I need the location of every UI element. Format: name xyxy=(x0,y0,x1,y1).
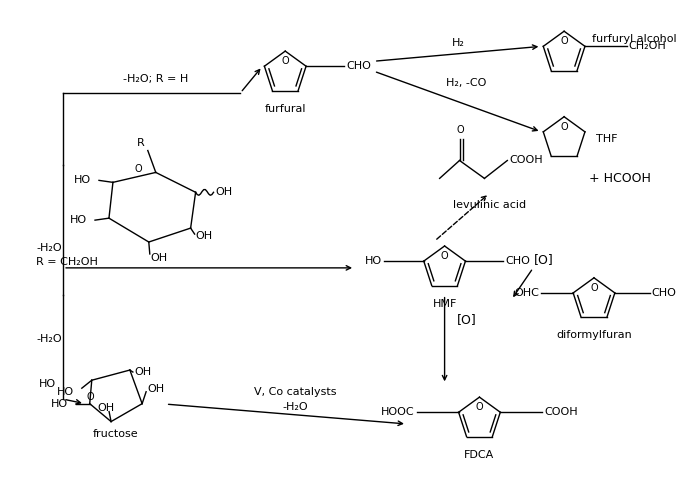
Text: -H₂O; R = H: -H₂O; R = H xyxy=(123,74,188,84)
Text: R = CH₂OH: R = CH₂OH xyxy=(37,257,98,267)
Text: HMF: HMF xyxy=(433,299,457,309)
Text: OH: OH xyxy=(215,187,233,197)
Text: O: O xyxy=(135,164,142,174)
Text: [O]: [O] xyxy=(534,253,554,267)
Text: THF: THF xyxy=(596,134,618,143)
Text: HO: HO xyxy=(74,175,91,186)
Text: H₂: H₂ xyxy=(451,38,464,48)
Text: O: O xyxy=(590,283,598,293)
Text: CHO: CHO xyxy=(505,256,530,266)
Text: FDCA: FDCA xyxy=(464,450,495,460)
Text: -H₂O: -H₂O xyxy=(282,402,308,412)
Text: OH: OH xyxy=(195,231,213,241)
Text: CH₂OH: CH₂OH xyxy=(629,41,667,52)
Text: HO: HO xyxy=(50,399,68,409)
Text: COOH: COOH xyxy=(509,156,543,165)
Text: diformylfuran: diformylfuran xyxy=(556,330,632,340)
Text: O: O xyxy=(457,125,464,135)
Text: O: O xyxy=(282,56,289,66)
Text: [O]: [O] xyxy=(457,313,476,326)
Text: OH: OH xyxy=(151,253,168,263)
Text: O: O xyxy=(475,402,483,412)
Text: HO: HO xyxy=(70,215,87,225)
Text: OH: OH xyxy=(97,403,115,412)
Text: CHO: CHO xyxy=(651,288,677,298)
Text: O: O xyxy=(87,392,95,402)
Text: V, Co catalysts: V, Co catalysts xyxy=(254,387,337,397)
Text: furfural: furfural xyxy=(264,104,306,114)
Text: OHC: OHC xyxy=(515,288,540,298)
Text: H₂, -CO: H₂, -CO xyxy=(446,78,486,88)
Text: COOH: COOH xyxy=(544,407,578,417)
Text: levulinic acid: levulinic acid xyxy=(453,200,526,210)
Text: O: O xyxy=(441,251,449,261)
Text: R: R xyxy=(137,137,145,148)
Text: + HCOOH: + HCOOH xyxy=(589,172,651,185)
Text: -H₂O: -H₂O xyxy=(37,243,62,253)
Text: HOOC: HOOC xyxy=(381,407,415,417)
Text: fructose: fructose xyxy=(93,429,139,439)
Text: OH: OH xyxy=(135,367,152,377)
Text: furfuryl alcohol: furfuryl alcohol xyxy=(592,34,677,44)
Text: HO: HO xyxy=(365,256,382,266)
Text: -H₂O: -H₂O xyxy=(37,334,62,345)
Text: HO: HO xyxy=(39,379,56,389)
Text: HO: HO xyxy=(57,387,74,397)
Text: OH: OH xyxy=(147,384,164,394)
Text: CHO: CHO xyxy=(346,61,371,71)
Text: O: O xyxy=(560,122,568,132)
Text: O: O xyxy=(560,36,568,46)
